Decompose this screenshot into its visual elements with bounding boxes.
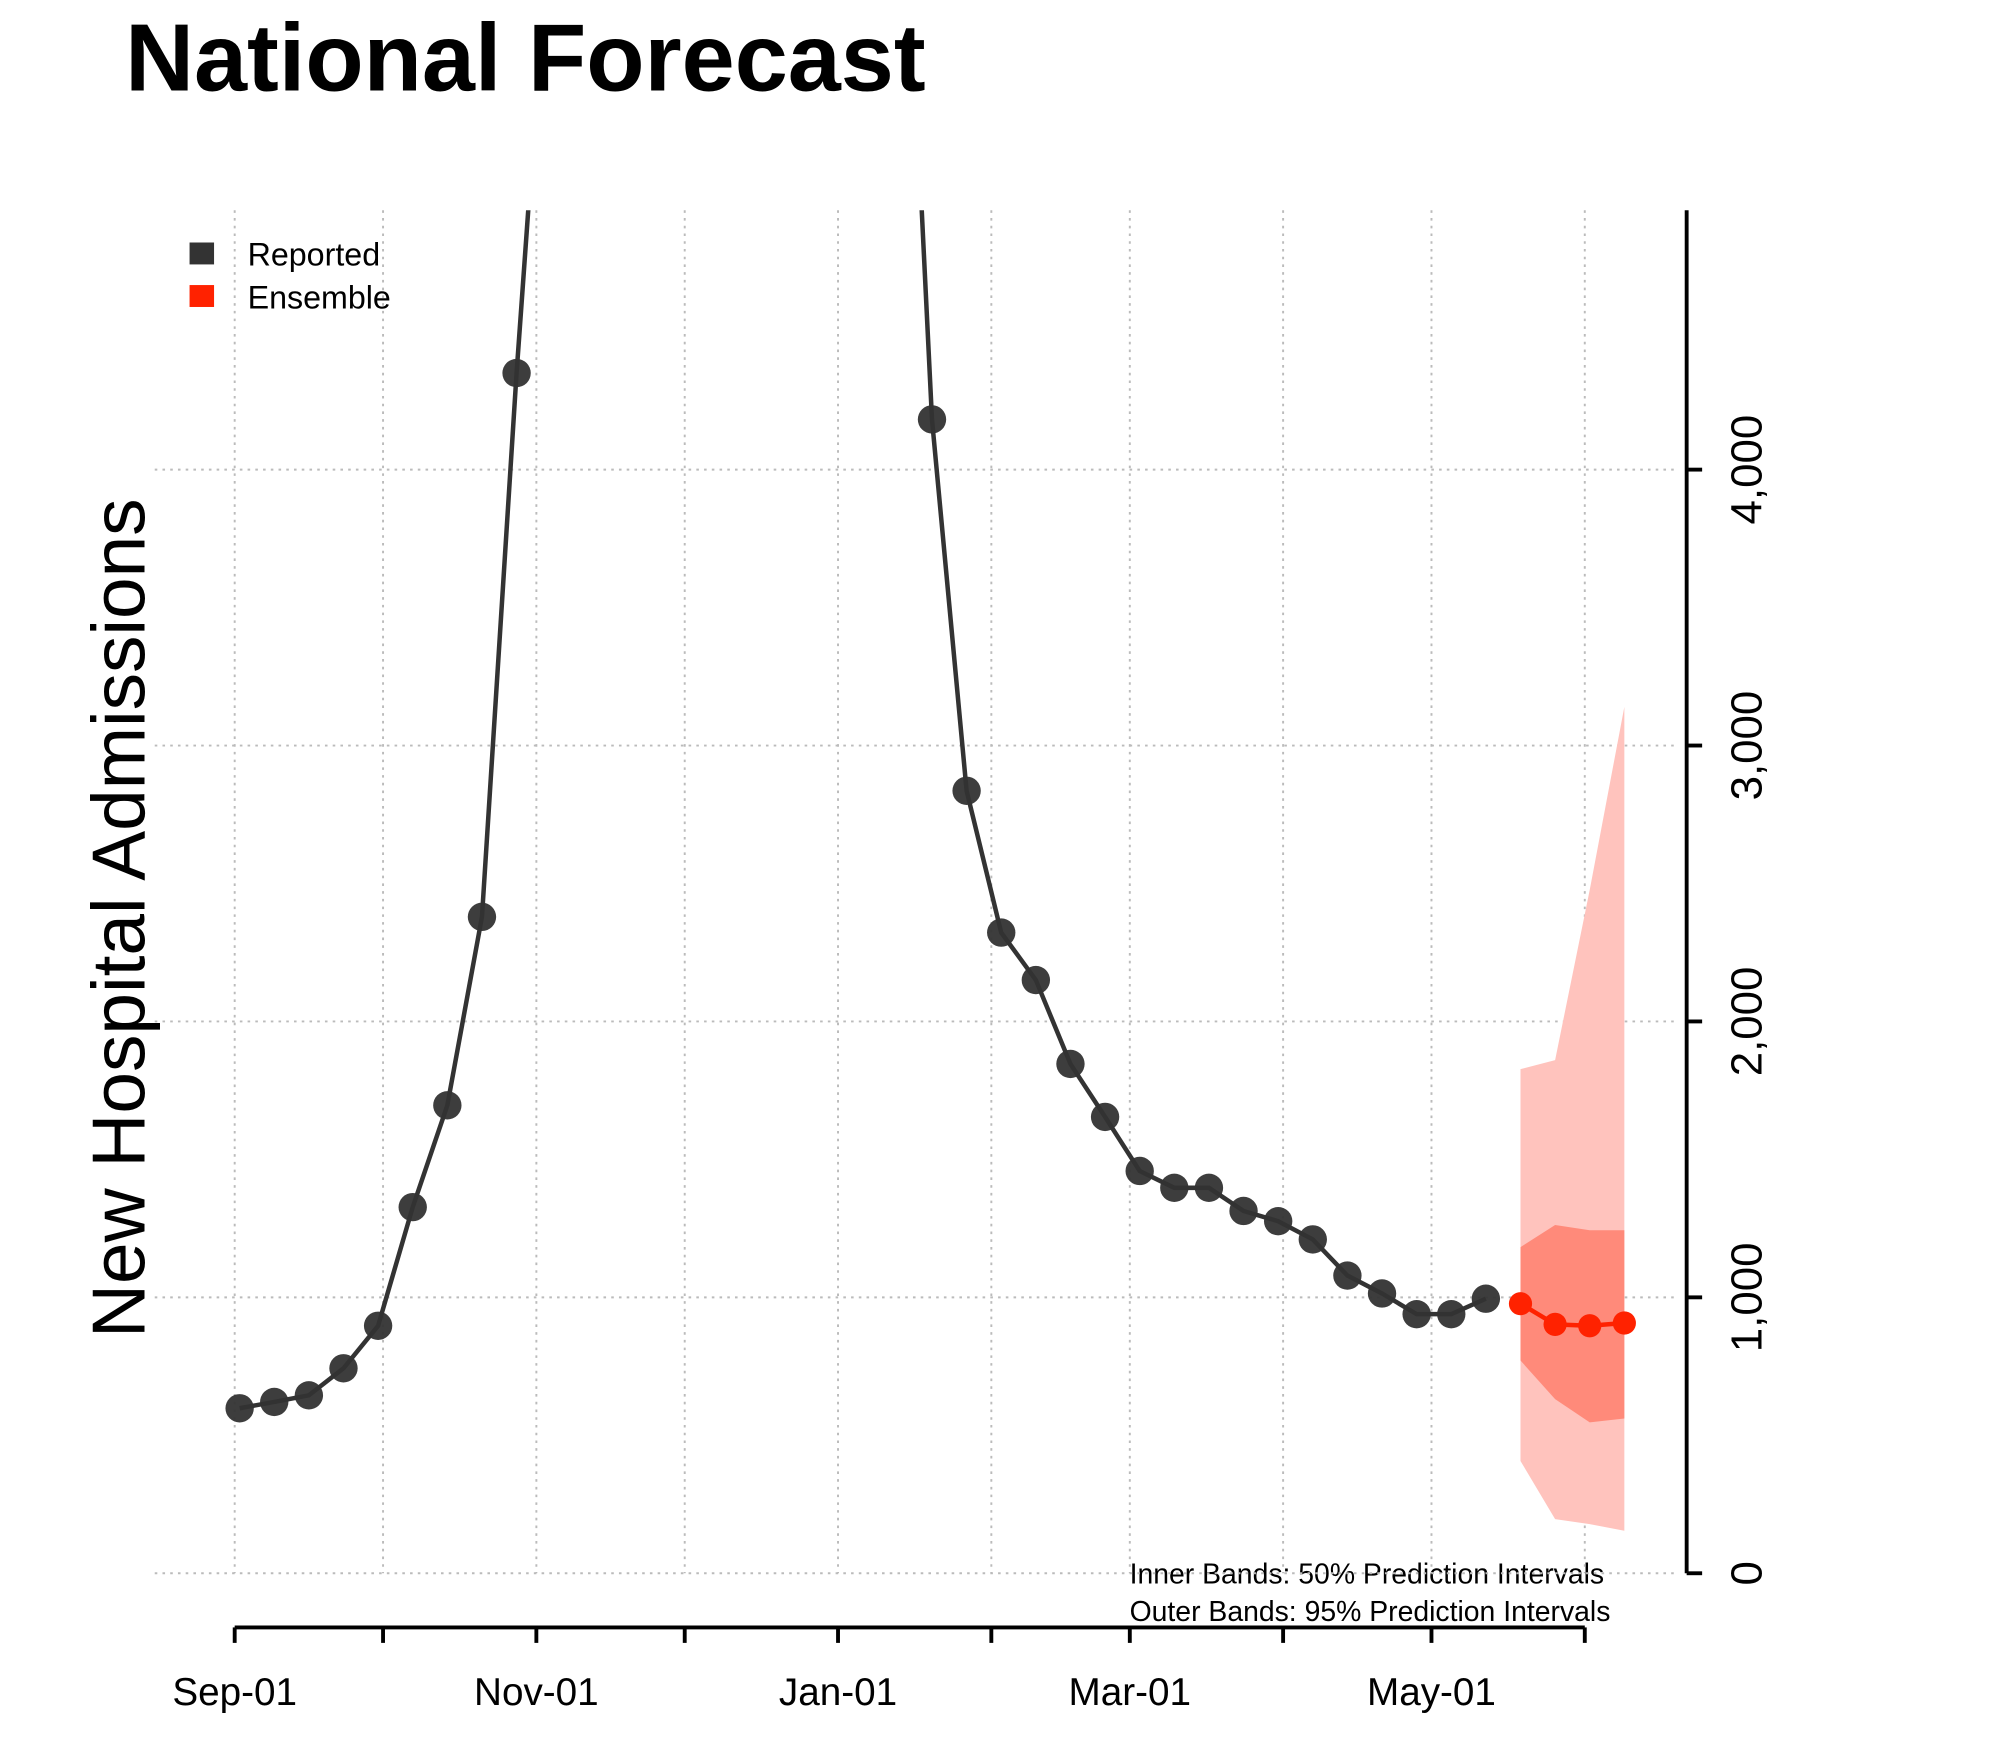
y-axis-label: New Hospital Admissions [76, 498, 160, 1338]
data-point [1437, 1299, 1466, 1329]
data-point [329, 1354, 358, 1383]
data-point [467, 902, 497, 932]
data-point [1263, 1207, 1293, 1236]
data-point [294, 1381, 324, 1410]
data-point [502, 358, 531, 388]
data-point [987, 918, 1016, 947]
data-point [1125, 1156, 1154, 1186]
x-tick-label: Sep-01 [172, 1671, 297, 1714]
data-point [1508, 1292, 1533, 1316]
data-point [1298, 1225, 1327, 1254]
x-tick-label: Mar-01 [1069, 1671, 1191, 1714]
series-line [239, 210, 1487, 1411]
data-point [260, 1387, 289, 1417]
data-point [1056, 1049, 1085, 1079]
y-tick-label: 2,000 [1722, 967, 1771, 1077]
data-point [225, 1394, 254, 1423]
x-tick-label: Nov-01 [474, 1671, 599, 1714]
grid [154, 210, 1677, 1575]
y-tick-label: 0 [1722, 1561, 1771, 1585]
plot-area [225, 210, 1636, 1531]
data-point [433, 1091, 462, 1120]
x-tick-label: May-01 [1367, 1671, 1496, 1714]
legend-swatch [189, 285, 215, 307]
legend-label: Reported [248, 237, 381, 273]
data-point [952, 776, 981, 805]
data-point [1090, 1102, 1120, 1132]
legend-swatch [189, 242, 215, 265]
chart-title: National Forecast [125, 5, 926, 111]
axes: Sep-01 Nov-01 Jan-01 Mar-01 May-01 0 1,000 2,00… [172, 210, 1771, 1714]
legend-label: Ensemble [248, 279, 391, 315]
data-point [1021, 965, 1051, 995]
data-point [1543, 1312, 1567, 1336]
data-point [917, 405, 947, 434]
data-point [363, 1311, 393, 1340]
y-tick-label: 4,000 [1722, 415, 1771, 525]
y-tick-label: 3,000 [1722, 691, 1771, 801]
data-point [1402, 1299, 1431, 1329]
annotation: Inner Bands: 50% Prediction Intervals [1130, 1559, 1605, 1591]
y-tick-label: 1,000 [1722, 1243, 1771, 1353]
annotation: Outer Bands: 95% Prediction Intervals [1130, 1596, 1611, 1628]
x-tick-label: Jan-01 [779, 1671, 897, 1714]
data-point [398, 1192, 427, 1222]
data-point [1471, 1284, 1501, 1313]
data-point [1612, 1311, 1636, 1335]
data-point [1160, 1173, 1189, 1202]
data-point [1194, 1173, 1224, 1202]
series-line [1519, 1301, 1625, 1329]
data-point [1333, 1261, 1362, 1290]
data-point [1578, 1314, 1602, 1338]
data-point [1367, 1279, 1397, 1308]
data-point [1229, 1196, 1258, 1226]
